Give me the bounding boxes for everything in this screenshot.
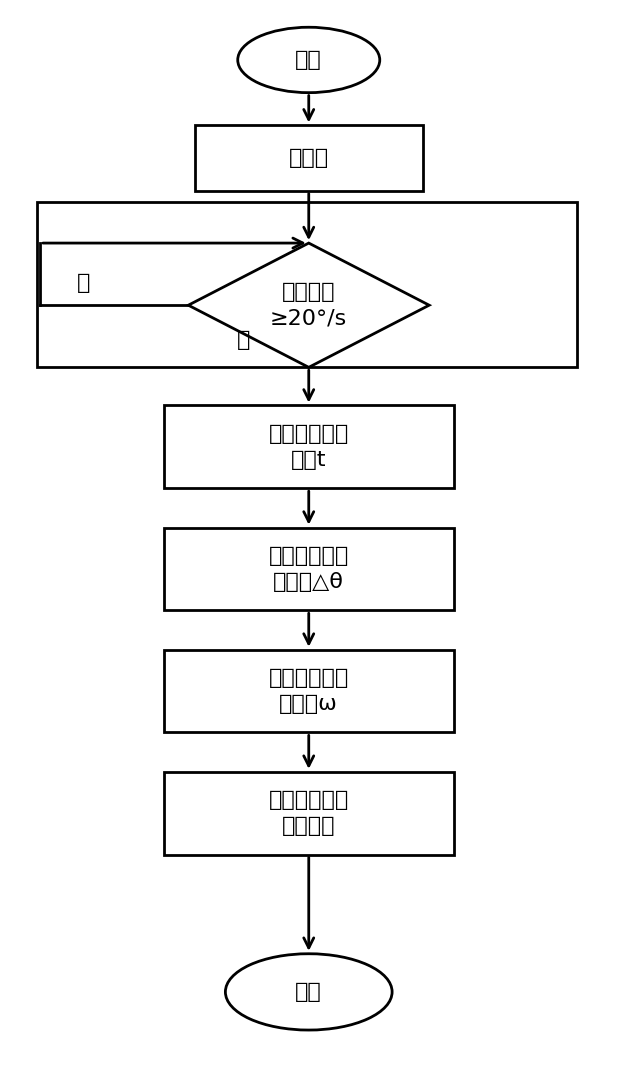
Text: 输出补偿角速
度至漂移: 输出补偿角速 度至漂移 xyxy=(268,790,349,836)
Text: 开始: 开始 xyxy=(295,50,322,70)
Bar xyxy=(194,125,423,191)
Bar xyxy=(37,202,577,367)
Bar xyxy=(164,650,453,732)
Text: 方位转速
≥20°/s: 方位转速 ≥20°/s xyxy=(270,282,347,328)
Text: 结束: 结束 xyxy=(295,982,322,1002)
Text: 计算俯仰移动
的量值△θ: 计算俯仰移动 的量值△θ xyxy=(268,546,349,592)
Text: 初始化: 初始化 xyxy=(289,148,328,168)
Bar xyxy=(164,405,453,488)
Bar xyxy=(164,528,453,610)
Text: 是: 是 xyxy=(237,330,251,350)
Text: 计算俯仰补偿
角速度ω: 计算俯仰补偿 角速度ω xyxy=(268,668,349,714)
Bar xyxy=(164,772,453,855)
Text: 否: 否 xyxy=(77,274,90,293)
Text: 采集轴角数据
计时t: 采集轴角数据 计时t xyxy=(268,424,349,470)
